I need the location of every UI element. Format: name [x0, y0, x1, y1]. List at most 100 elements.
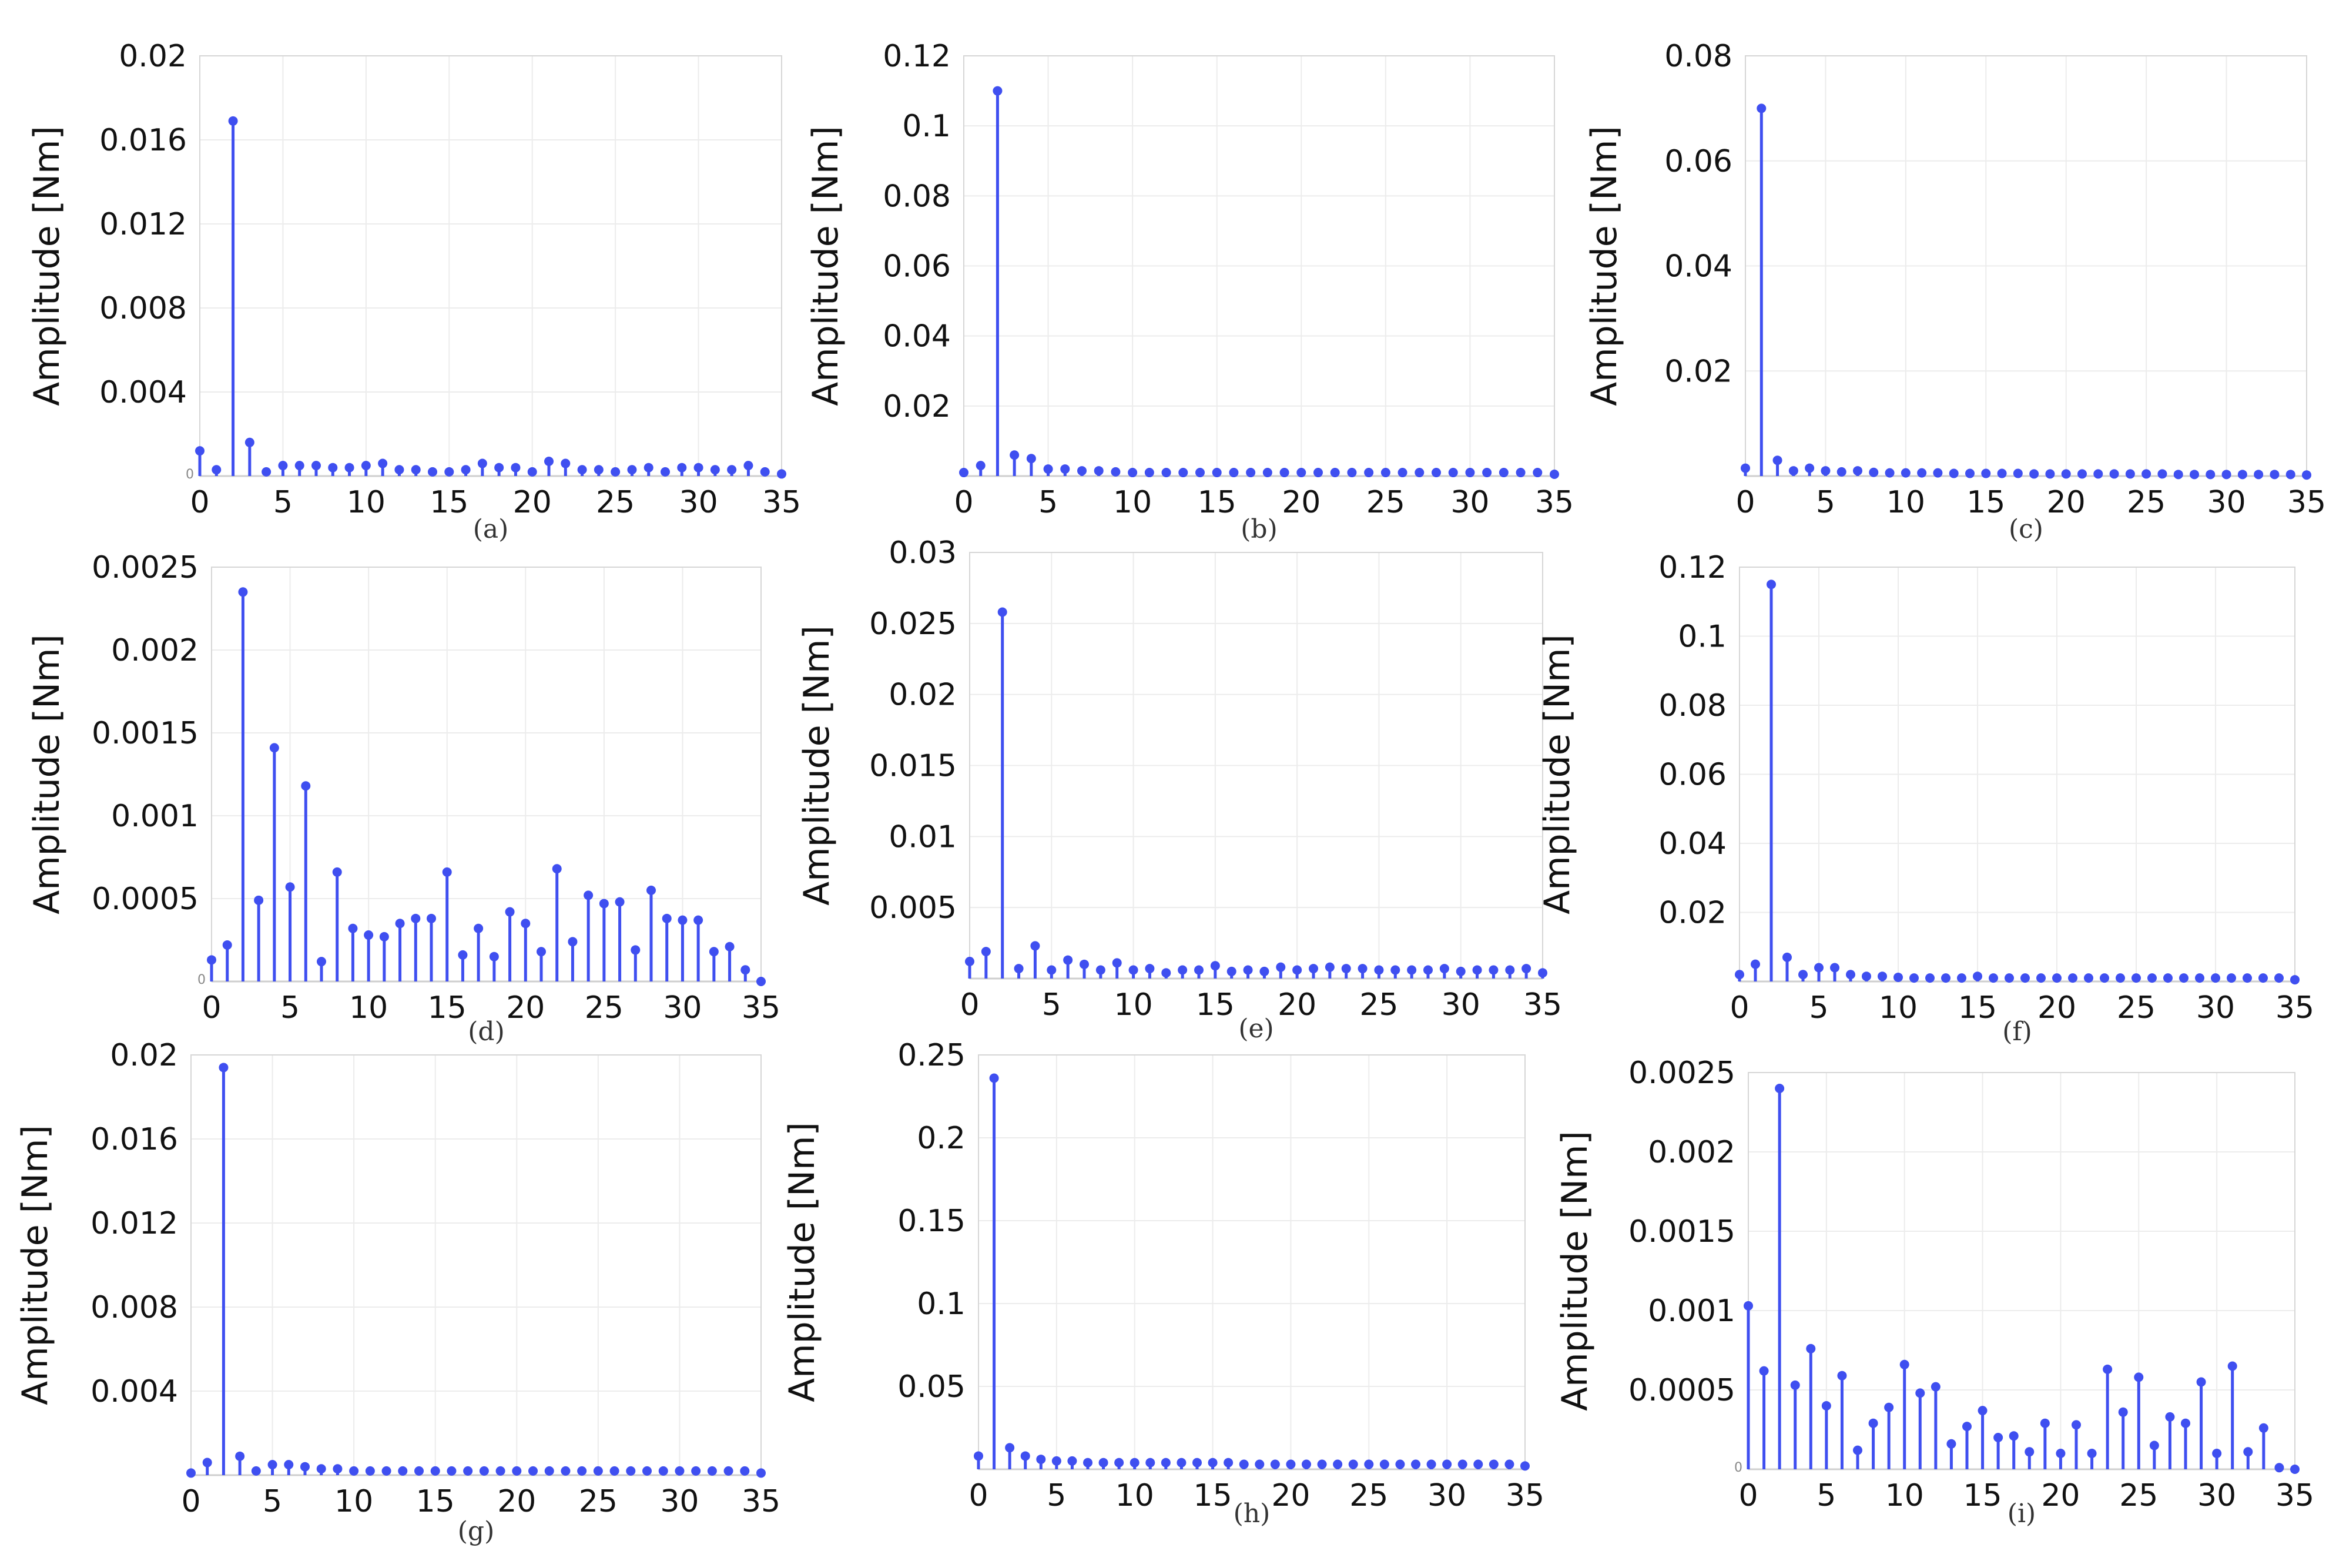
x-tick-label: 30 — [663, 990, 702, 1026]
stem-marker — [1379, 1459, 1389, 1469]
stem-marker — [1390, 965, 1400, 975]
y-tick-label: 0.12 — [1658, 550, 1727, 585]
x-tick-label: 0 — [954, 485, 973, 520]
stem-marker — [2270, 470, 2280, 480]
y-tick-label: 0.0005 — [92, 882, 199, 917]
stem-marker — [626, 1466, 636, 1476]
stem-marker — [1426, 1459, 1436, 1469]
stem-marker — [278, 461, 288, 471]
stem-marker — [1775, 1084, 1785, 1093]
stem-marker — [627, 465, 637, 475]
stem-marker — [1178, 965, 1188, 975]
y-tick-label: 0.015 — [869, 749, 957, 784]
stem-marker — [2147, 973, 2157, 983]
stem-marker — [1499, 468, 1509, 478]
x-tick-label: 0 — [1735, 485, 1755, 520]
stem-marker — [993, 86, 1003, 96]
stem-marker — [2181, 1418, 2190, 1428]
y-tick-label: 0.1 — [917, 1286, 966, 1322]
stem-marker — [2211, 973, 2220, 983]
stem-marker — [1286, 1459, 1296, 1469]
y-tick-label: 0.04 — [883, 319, 951, 354]
stem-marker — [1014, 964, 1024, 974]
stem-marker — [1917, 468, 1927, 478]
y-tick-label: 0.06 — [1664, 144, 1732, 179]
stem-marker — [2025, 1447, 2035, 1457]
stem-marker — [743, 461, 753, 471]
stem-marker — [1276, 962, 1286, 972]
x-tick-label: 25 — [585, 990, 624, 1026]
y-axis-label: Amplitude [Nm] — [26, 126, 68, 406]
x-tick-label: 0 — [202, 990, 221, 1026]
stem-marker — [494, 463, 504, 473]
stem-marker — [1364, 468, 1374, 478]
stem-marker — [2290, 975, 2300, 985]
stem-marker — [1397, 468, 1407, 478]
y-axis-label: Amplitude [Nm] — [1554, 1131, 1596, 1411]
stem-marker — [294, 461, 304, 471]
stem-marker — [219, 1063, 229, 1073]
stem-series — [965, 607, 1547, 979]
stem-marker — [428, 467, 437, 477]
x-tick-label: 30 — [2196, 990, 2235, 1026]
panel-caption: (g) — [458, 1516, 495, 1546]
stem-marker — [1821, 466, 1831, 476]
stem-marker — [1292, 965, 1302, 975]
stem-marker — [1957, 973, 1966, 983]
stem-marker — [235, 1451, 245, 1461]
stem-marker — [756, 977, 766, 986]
stem-marker — [1296, 468, 1306, 478]
x-tick-label: 10 — [349, 990, 388, 1026]
panel-caption: (a) — [473, 514, 509, 544]
stem-marker — [1925, 973, 1935, 983]
stem-marker — [1965, 468, 1975, 478]
stem-marker — [2013, 468, 2023, 478]
x-tick-label: 20 — [513, 485, 552, 520]
stem-marker — [1798, 970, 1808, 980]
stem-marker — [1837, 1371, 1847, 1381]
chart-panel-b: 0.02 0.04 0.06 0.08 0.1 0.12 0 5 10 15 20 25 30 35 Amp… — [805, 39, 1574, 544]
stem-marker — [2061, 469, 2071, 479]
stem-marker — [611, 467, 621, 477]
stem-marker — [658, 1466, 668, 1476]
x-tick-label: 35 — [2275, 990, 2314, 1026]
stem-marker — [1457, 1459, 1467, 1469]
stem-marker — [1853, 1445, 1862, 1455]
stem-marker — [2290, 1465, 2300, 1474]
stem-marker — [495, 1466, 505, 1476]
stem-marker — [1246, 468, 1256, 478]
plot-frame — [199, 55, 782, 477]
stem-marker — [1931, 1382, 1941, 1392]
stem-marker — [1993, 1433, 2003, 1442]
x-tick-label: 20 — [506, 990, 545, 1026]
stem-marker — [1060, 464, 1070, 474]
stem-marker — [1161, 468, 1171, 478]
y-tick-label: 0.04 — [1658, 826, 1727, 862]
stem-marker — [398, 1466, 408, 1476]
stem-marker — [552, 864, 562, 874]
stem-marker — [1473, 1459, 1483, 1469]
stem-marker — [740, 1466, 750, 1476]
stem-marker — [2077, 469, 2087, 479]
stem-marker — [678, 915, 688, 925]
stem-marker — [2157, 469, 2167, 479]
x-tick-label: 20 — [2047, 485, 2086, 520]
stem-marker — [662, 913, 672, 923]
stem-marker — [1533, 468, 1543, 478]
stem-marker — [300, 1462, 310, 1472]
stem-marker — [1020, 1451, 1030, 1461]
x-tick-label: 15 — [1963, 1478, 2002, 1513]
stem-marker — [989, 1073, 999, 1083]
stem-marker — [1341, 964, 1351, 974]
x-tick-label: 25 — [2117, 990, 2156, 1026]
stem-marker — [1358, 964, 1368, 974]
stem-marker — [2302, 470, 2311, 480]
stem-marker — [2087, 1449, 2097, 1458]
y-tick-label: 0.001 — [1648, 1294, 1735, 1329]
stem-marker — [727, 465, 737, 475]
y-tick-label: 0.06 — [883, 249, 951, 284]
stem-marker — [1751, 959, 1760, 969]
stem-marker — [365, 1466, 375, 1476]
x-tick-label: 5 — [1038, 485, 1058, 520]
y-tick-label: 0.016 — [91, 1122, 178, 1157]
